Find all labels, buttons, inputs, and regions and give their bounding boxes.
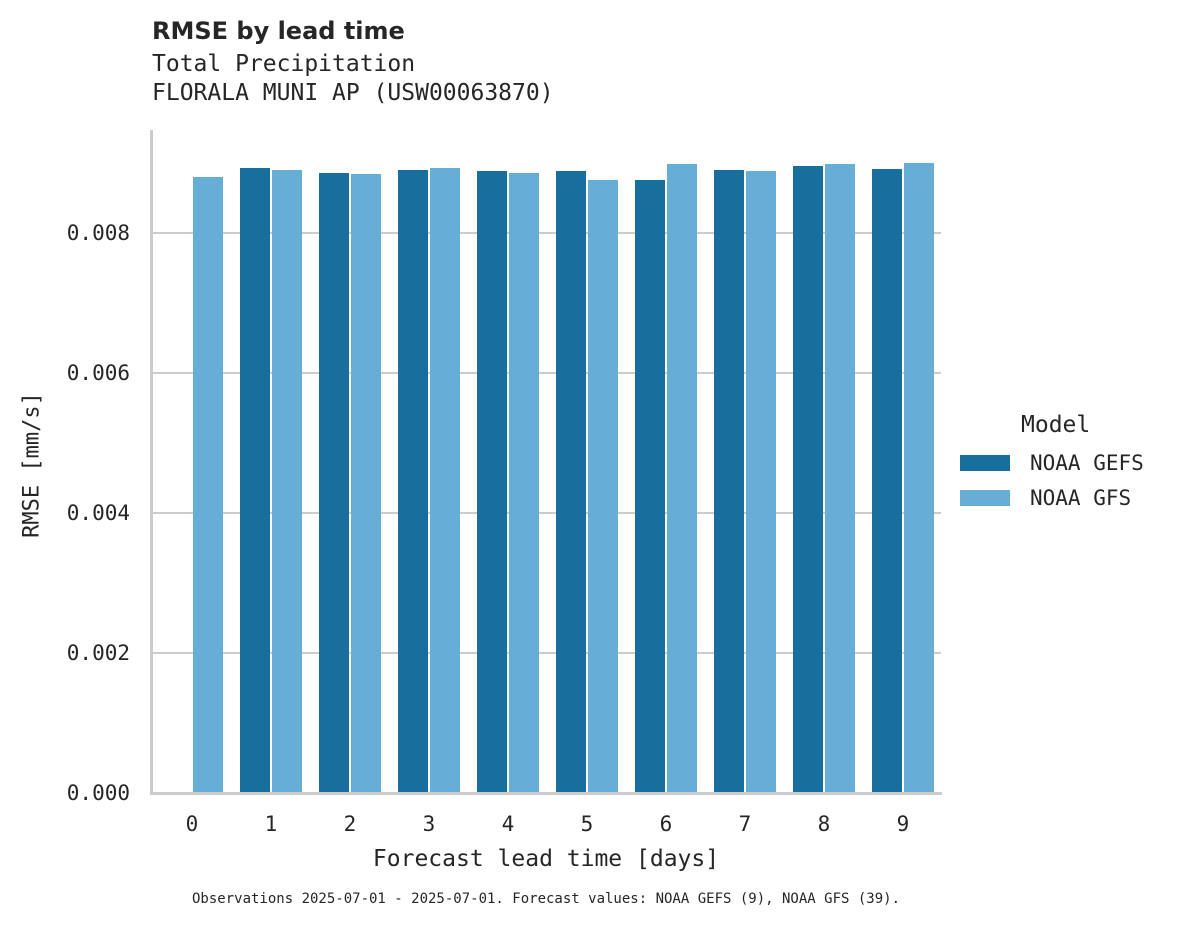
chart-subtitle-variable: Total Precipitation bbox=[152, 51, 416, 77]
x-tick-label: 2 bbox=[343, 812, 357, 836]
x-tick-label: 9 bbox=[896, 812, 910, 836]
bar-gefs-lead-8 bbox=[793, 165, 823, 793]
y-tick-label: 0.006 bbox=[66, 361, 130, 385]
y-axis-line bbox=[150, 130, 153, 795]
bar-gefs-lead-6 bbox=[635, 179, 665, 793]
x-tick-label: 0 bbox=[185, 812, 199, 836]
bar-gfs-lead-6 bbox=[667, 163, 697, 793]
legend-title: Model bbox=[1021, 412, 1091, 438]
footnote: Observations 2025-07-01 - 2025-07-01. Fo… bbox=[191, 891, 901, 907]
bar-gfs-lead-7 bbox=[746, 170, 776, 793]
bar-gefs-lead-1 bbox=[240, 167, 270, 793]
bar-gefs-lead-5 bbox=[556, 170, 586, 793]
x-tick-label: 7 bbox=[738, 812, 752, 836]
gridline bbox=[153, 652, 941, 654]
x-tick-label: 6 bbox=[659, 812, 673, 836]
bar-gfs-lead-9 bbox=[904, 163, 934, 793]
bar-gfs-lead-5 bbox=[588, 179, 618, 793]
y-tick-label: 0.004 bbox=[66, 501, 130, 525]
x-tick-label: 4 bbox=[501, 812, 515, 836]
gridline bbox=[153, 512, 941, 514]
legend-swatch-gefs bbox=[960, 455, 1010, 471]
legend-label-gefs: NOAA GEFS bbox=[1030, 451, 1144, 475]
x-tick-label: 3 bbox=[422, 812, 436, 836]
chart-title: RMSE by lead time bbox=[152, 17, 405, 45]
y-tick-label: 0.008 bbox=[66, 221, 130, 245]
bar-gefs-lead-9 bbox=[872, 169, 902, 793]
bar-gfs-lead-3 bbox=[430, 167, 460, 793]
y-tick-label: 0.000 bbox=[66, 781, 130, 805]
bar-gfs-lead-1 bbox=[272, 170, 302, 793]
gridline bbox=[153, 372, 941, 374]
x-tick-label: 5 bbox=[580, 812, 594, 836]
x-axis-label: Forecast lead time [days] bbox=[372, 846, 720, 872]
bar-gefs-lead-7 bbox=[714, 170, 744, 793]
bar-gefs-lead-3 bbox=[398, 170, 428, 793]
bar-gfs-lead-8 bbox=[825, 163, 855, 793]
x-tick-label: 8 bbox=[817, 812, 831, 836]
legend-label-gfs: NOAA GFS bbox=[1030, 486, 1132, 510]
y-tick-label: 0.002 bbox=[66, 641, 130, 665]
bar-gfs-lead-4 bbox=[509, 172, 539, 793]
gridline bbox=[153, 232, 941, 234]
bar-gfs-lead-0 bbox=[193, 177, 223, 793]
bar-gfs-lead-2 bbox=[351, 174, 381, 793]
chart-subtitle-station: FLORALA MUNI AP (USW00063870) bbox=[152, 80, 554, 106]
x-axis-line bbox=[150, 792, 942, 795]
bar-gefs-lead-4 bbox=[477, 170, 507, 793]
bar-gefs-lead-2 bbox=[319, 172, 349, 793]
x-tick-label: 1 bbox=[264, 812, 278, 836]
y-axis-label: RMSE [mm/s] bbox=[19, 392, 45, 538]
legend-swatch-gfs bbox=[960, 490, 1010, 506]
